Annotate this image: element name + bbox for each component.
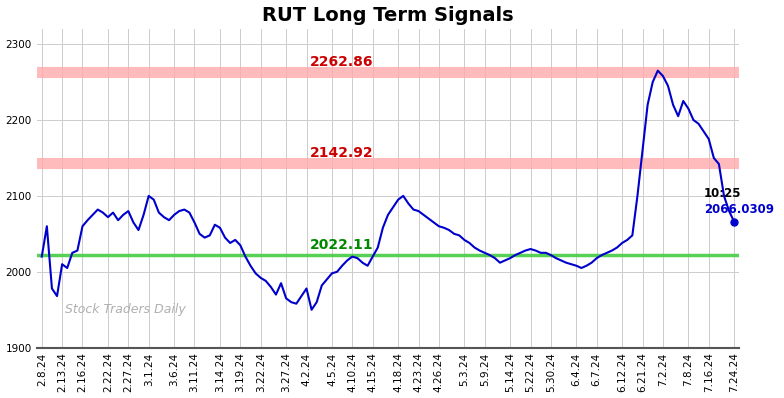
Text: 10:25: 10:25: [703, 187, 741, 201]
Text: Stock Traders Daily: Stock Traders Daily: [65, 303, 186, 316]
Text: 2142.92: 2142.92: [310, 146, 373, 160]
Text: 2262.86: 2262.86: [310, 55, 373, 69]
Text: 2022.11: 2022.11: [310, 238, 373, 252]
Title: RUT Long Term Signals: RUT Long Term Signals: [262, 6, 514, 25]
Text: 2066.0309: 2066.0309: [703, 203, 774, 216]
